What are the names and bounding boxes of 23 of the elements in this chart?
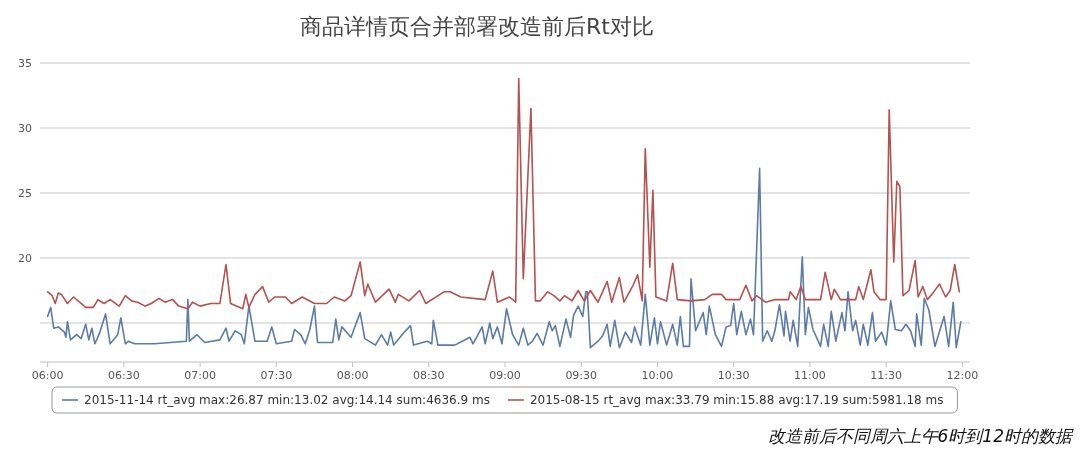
- x-tick-label: 06:00: [31, 369, 64, 382]
- x-tick-label: 10:00: [641, 369, 674, 382]
- legend-label: 2015-08-15 rt_avg max:33.79 min:15.88 avg:17.19 sum:5981.18 ms: [529, 393, 944, 407]
- x-tick-label: 07:00: [184, 369, 216, 382]
- legend-label: 2015-11-14 rt_avg max:26.87 min:13.02 avg:14.14 sum:4636.9 ms: [84, 393, 490, 407]
- x-tick-label: 11:00: [794, 369, 826, 382]
- x-tick-label: 07:30: [260, 369, 293, 382]
- y-tick-label: 35: [18, 57, 32, 70]
- line-series: [46, 167, 962, 349]
- chart-title: 商品详情页合并部署改造前后Rt对比: [300, 14, 654, 39]
- y-tick-label: 20: [18, 252, 32, 265]
- x-tick-label: 08:00: [336, 369, 369, 382]
- y-tick-label: 25: [18, 187, 32, 200]
- x-tick-label: 08:30: [412, 369, 445, 382]
- x-tick-label: 09:30: [565, 369, 598, 382]
- x-tick-label: 09:00: [489, 369, 521, 382]
- line-series: [46, 77, 961, 310]
- x-tick-label: 10:30: [717, 369, 750, 382]
- x-tick-label: 06:30: [108, 369, 140, 382]
- x-tick-label: 12:00: [946, 369, 979, 382]
- text: 改造前后不同周六上午6时到12时的数据: [767, 426, 1074, 446]
- x-tick-label: 11:30: [870, 369, 902, 382]
- y-tick-label: 30: [18, 122, 32, 135]
